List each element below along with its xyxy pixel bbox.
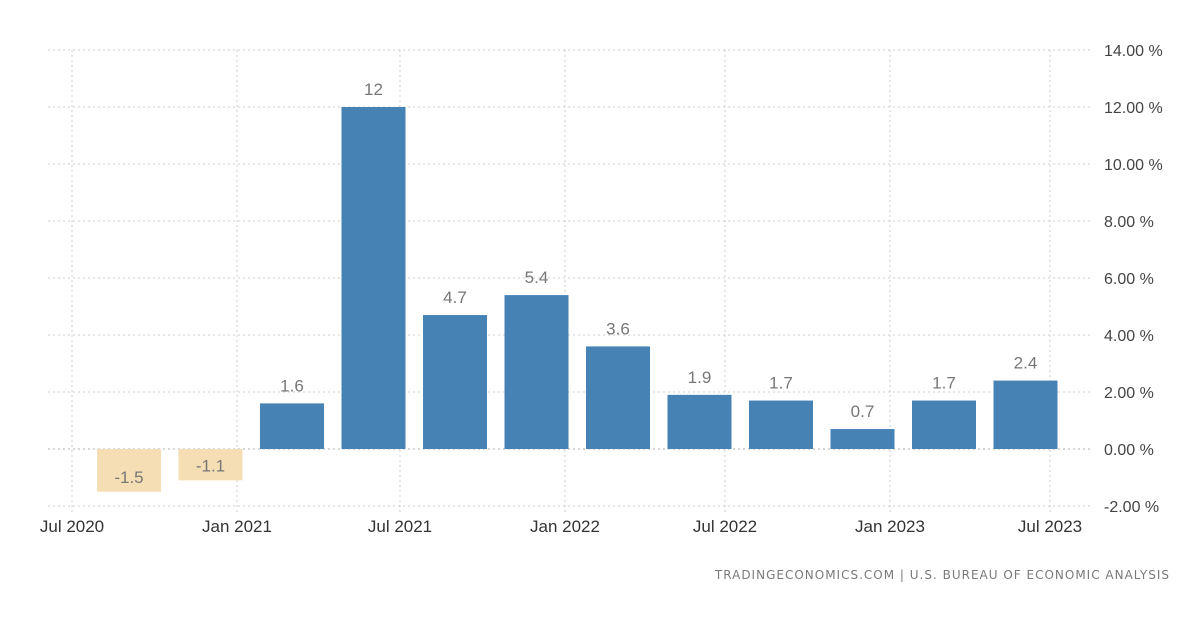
bar [341, 107, 406, 449]
bar-value-label: 2.4 [1014, 354, 1038, 373]
y-tick-label: 4.00 % [1104, 328, 1154, 345]
bar [178, 449, 243, 481]
x-tick-label: Jul 2020 [40, 517, 104, 536]
x-tick-label: Jan 2021 [202, 517, 272, 536]
y-tick-label: 8.00 % [1104, 214, 1154, 231]
bar [423, 315, 487, 449]
bar-value-label: -1.5 [114, 468, 143, 487]
y-tick-label: 12.00 % [1104, 100, 1163, 117]
bar [260, 403, 324, 449]
x-tick-label: Jul 2021 [368, 517, 432, 536]
x-tick-label: Jan 2023 [855, 517, 925, 536]
bar [993, 380, 1058, 449]
bar [504, 295, 569, 449]
bar-value-label: 1.7 [932, 374, 956, 393]
bar-value-label: 0.7 [851, 402, 875, 421]
x-tick-label: Jan 2022 [530, 517, 600, 536]
x-tick-label: Jul 2022 [693, 517, 757, 536]
bar [830, 429, 895, 449]
x-axis: Jul 2020 Jan 2021 Jul 2021 Jan 2022 Jul 2022… [40, 517, 1082, 536]
y-tick-label: 10.00 % [1104, 157, 1163, 174]
bar [912, 400, 976, 449]
bar [97, 449, 161, 492]
bar-value-label: -1.1 [196, 456, 225, 475]
y-tick-label: -2.00 % [1104, 499, 1159, 516]
bar-value-label: 1.9 [688, 368, 712, 387]
y-tick-label: 0.00 % [1104, 442, 1154, 459]
bar-value-label: 1.7 [769, 374, 793, 393]
source-attribution: TRADINGECONOMICS.COM | U.S. BUREAU OF EC… [714, 568, 1170, 582]
y-tick-label: 14.00 % [1104, 43, 1163, 60]
bar-value-label: 5.4 [525, 268, 549, 287]
bar [667, 394, 732, 449]
bar-value-label: 12 [364, 80, 383, 99]
bar-value-label: 4.7 [443, 288, 467, 307]
bar-value-label: 1.6 [280, 376, 304, 395]
y-tick-label: 6.00 % [1104, 271, 1154, 288]
bar [586, 346, 650, 449]
x-tick-label: Jul 2023 [1018, 517, 1082, 536]
y-tick-label: 2.00 % [1104, 385, 1154, 402]
y-axis: -2.00 % 0.00 % 2.00 % 4.00 % 6.00 % 8.00 % 10.… [1104, 43, 1163, 516]
bar-value-label: 3.6 [606, 319, 630, 338]
bars [97, 107, 1058, 492]
bar-value-labels: -1.5 -1.1 1.6 12 4.7 5.4 3.6 1.9 1.7 0.7 1.7 2.4 [114, 80, 1037, 487]
bar [749, 400, 813, 449]
